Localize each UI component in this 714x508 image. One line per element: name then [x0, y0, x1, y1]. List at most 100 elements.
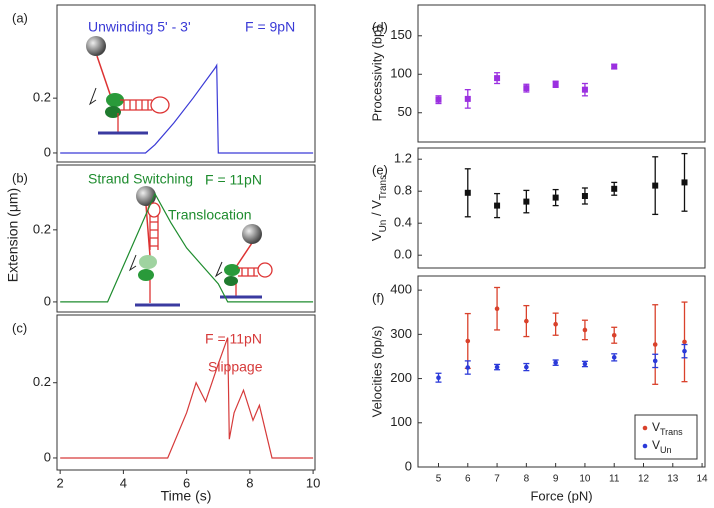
legend-subscript: Un — [660, 445, 672, 455]
annotation: F = 11pN — [205, 331, 262, 347]
legend-box — [634, 414, 698, 460]
y-tick-label: 400 — [390, 282, 412, 297]
y-axis-label-part: / V — [369, 200, 384, 220]
y-tick-label: 300 — [390, 326, 412, 341]
y-tick-label: 100 — [390, 66, 412, 81]
axes-frame — [417, 4, 706, 143]
point — [435, 96, 442, 103]
point — [681, 179, 688, 186]
annotation: Strand Switching — [88, 171, 193, 187]
point — [436, 375, 441, 380]
y-tick-label: 150 — [390, 27, 412, 42]
annotation: Unwinding 5' - 3' — [88, 19, 191, 35]
x-tick-label: 8 — [246, 475, 253, 490]
point — [611, 332, 617, 338]
point — [523, 85, 530, 92]
panel-label: (f) — [372, 290, 384, 305]
y-tick-label: 0.2 — [33, 374, 51, 389]
legend-name: V — [652, 438, 660, 452]
annotation: Translocation — [168, 207, 252, 223]
point — [611, 63, 618, 70]
point — [553, 360, 558, 365]
axes-frame — [56, 164, 316, 313]
y-tick-label: 100 — [390, 414, 412, 429]
y-axis-label: Processivity (bp) — [369, 25, 384, 121]
y-tick-label: 0.0 — [394, 247, 412, 262]
x-tick-label: 13 — [667, 474, 679, 485]
illustration-b — [128, 186, 273, 307]
point — [553, 321, 558, 327]
panel-label: (e) — [372, 162, 388, 177]
legend-label: VUn — [652, 438, 672, 455]
legend-subscript: Trans — [660, 427, 683, 437]
x-axis-label: Time (s) — [161, 488, 212, 504]
y-tick-label: 0 — [44, 449, 51, 464]
point — [465, 365, 471, 370]
point — [494, 364, 500, 370]
point — [465, 338, 471, 344]
legend-label: VTrans — [652, 420, 683, 437]
y-tick-label: 0.2 — [33, 221, 51, 236]
annotation: F = 11pN — [205, 172, 262, 188]
x-tick-label: 6 — [183, 475, 190, 490]
x-tick-label: 10 — [579, 474, 591, 485]
axes-frame — [417, 275, 706, 468]
y-axis-label-part: V — [369, 232, 384, 241]
y-tick-label: 200 — [390, 370, 412, 385]
point — [611, 185, 618, 192]
point — [524, 318, 529, 324]
y-tick-label: 0.8 — [394, 183, 412, 198]
annotation: F = 9pN — [245, 19, 295, 35]
point — [464, 189, 471, 196]
point — [523, 198, 530, 205]
panel-label: (a) — [12, 10, 28, 25]
point — [524, 364, 529, 370]
y-tick-label: 0.2 — [33, 90, 51, 105]
x-tick-label: 2 — [57, 475, 64, 490]
axes-frame — [56, 4, 316, 163]
y-axis-label: VUn / VTrans — [369, 175, 389, 241]
point — [552, 194, 559, 201]
panel-label: (d) — [372, 19, 388, 34]
point — [582, 361, 588, 367]
legend-marker — [642, 443, 648, 449]
x-tick-label: 12 — [638, 474, 650, 485]
legend-marker — [642, 425, 648, 431]
y-tick-label: 1.2 — [394, 151, 412, 166]
x-tick-label: 11 — [609, 474, 620, 485]
panel-label: (b) — [12, 170, 28, 185]
x-tick-label: 4 — [120, 475, 127, 490]
y-axis-label-part: Trans — [378, 175, 389, 200]
y-axis-label: Velocities (bp/s) — [369, 326, 384, 418]
point — [581, 86, 588, 93]
point — [494, 306, 500, 312]
point — [682, 339, 687, 345]
x-tick-label: 8 — [524, 474, 530, 485]
y-tick-label: 0 — [405, 458, 412, 473]
point — [682, 348, 687, 354]
x-tick-label: 6 — [465, 474, 471, 485]
point — [582, 327, 588, 333]
point — [494, 75, 501, 82]
x-axis-label: Force (pN) — [530, 488, 592, 503]
trace — [60, 63, 314, 154]
point — [552, 81, 559, 88]
y-axis-label-part: Un — [378, 220, 389, 233]
y-tick-label: 0.4 — [394, 215, 412, 230]
point — [652, 182, 659, 189]
point — [611, 355, 617, 360]
x-tick-label: 5 — [436, 474, 442, 485]
y-tick-label: 0 — [44, 144, 51, 159]
trace — [60, 192, 314, 303]
x-tick-label: 10 — [306, 475, 320, 490]
point — [652, 342, 658, 347]
axes-frame — [417, 147, 706, 269]
point — [464, 95, 471, 102]
trace — [60, 337, 314, 459]
x-tick-label: 7 — [494, 474, 500, 485]
point — [581, 193, 588, 199]
y-tick-label: 0 — [44, 293, 51, 308]
x-tick-label: 9 — [553, 474, 559, 485]
y-axis-label: Extension (μm) — [5, 188, 21, 282]
